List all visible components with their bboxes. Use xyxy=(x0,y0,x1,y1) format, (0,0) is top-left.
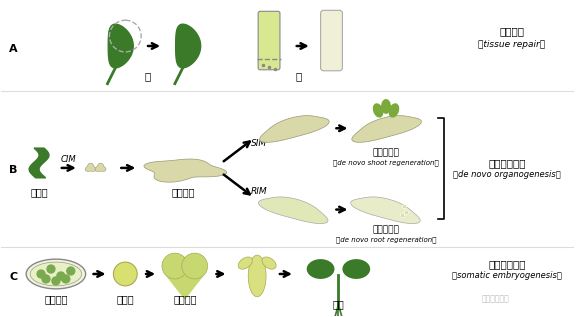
Text: 愈伤组织: 愈伤组织 xyxy=(171,187,195,197)
Ellipse shape xyxy=(307,259,335,279)
Circle shape xyxy=(182,253,208,279)
Text: 体细胞胚再生: 体细胞胚再生 xyxy=(488,259,526,269)
Text: C: C xyxy=(9,272,17,282)
Text: （de novo shoot regeneration）: （de novo shoot regeneration） xyxy=(333,159,439,166)
Text: 器官从头再生: 器官从头再生 xyxy=(488,158,526,168)
Circle shape xyxy=(37,270,45,278)
Text: 根: 根 xyxy=(296,71,302,81)
Ellipse shape xyxy=(373,103,383,118)
Text: （somatic embryogenesis）: （somatic embryogenesis） xyxy=(452,271,562,281)
Text: 体细胞: 体细胞 xyxy=(117,294,134,304)
Text: 组织修复: 组织修复 xyxy=(499,26,524,36)
Polygon shape xyxy=(176,24,201,68)
Text: 植株: 植株 xyxy=(332,299,344,309)
Ellipse shape xyxy=(262,257,276,269)
Text: B: B xyxy=(9,165,18,175)
Text: （tissue repair）: （tissue repair） xyxy=(479,40,546,49)
Circle shape xyxy=(62,275,70,283)
Text: 外植体: 外植体 xyxy=(30,187,48,197)
Text: （de novo organogenesis）: （de novo organogenesis） xyxy=(453,170,561,179)
Circle shape xyxy=(52,277,60,285)
Ellipse shape xyxy=(30,262,81,286)
Ellipse shape xyxy=(388,103,399,118)
Text: A: A xyxy=(9,44,18,54)
Polygon shape xyxy=(108,24,134,68)
Polygon shape xyxy=(260,116,329,142)
FancyBboxPatch shape xyxy=(321,10,342,71)
Polygon shape xyxy=(352,116,421,142)
Text: CIM: CIM xyxy=(61,155,77,165)
Circle shape xyxy=(47,265,55,273)
Text: SIM: SIM xyxy=(251,139,268,148)
Text: 芽从头再生: 芽从头再生 xyxy=(373,149,399,158)
FancyBboxPatch shape xyxy=(258,11,280,70)
Text: （de novo root regeneration）: （de novo root regeneration） xyxy=(336,236,436,243)
Circle shape xyxy=(162,253,188,279)
Text: 植物器官发生: 植物器官发生 xyxy=(481,294,509,303)
Text: 体细胞胚: 体细胞胚 xyxy=(173,294,197,304)
Polygon shape xyxy=(95,163,106,171)
Ellipse shape xyxy=(26,259,86,289)
Ellipse shape xyxy=(238,257,253,269)
Polygon shape xyxy=(29,148,49,178)
Ellipse shape xyxy=(248,255,266,297)
Text: 根从头再生: 根从头再生 xyxy=(373,225,399,234)
Polygon shape xyxy=(85,163,96,171)
Polygon shape xyxy=(167,276,203,299)
Ellipse shape xyxy=(342,259,370,279)
Circle shape xyxy=(113,262,137,286)
Circle shape xyxy=(67,267,75,275)
Polygon shape xyxy=(144,159,227,182)
Circle shape xyxy=(42,275,50,283)
Text: 叶: 叶 xyxy=(145,71,151,81)
Text: RIM: RIM xyxy=(251,187,268,196)
Circle shape xyxy=(57,272,65,280)
Polygon shape xyxy=(258,197,328,223)
Polygon shape xyxy=(351,197,420,223)
Text: 胚性愈伤: 胚性愈伤 xyxy=(44,294,68,304)
Ellipse shape xyxy=(381,99,391,114)
